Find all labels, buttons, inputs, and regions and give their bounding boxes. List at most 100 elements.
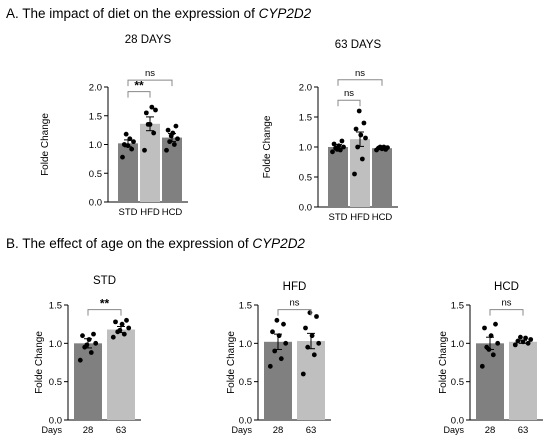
panel-1-x-tick-label-STD: STD xyxy=(119,207,138,218)
panel-3-bar-28 xyxy=(74,343,102,420)
panel-1-point-STD-0 xyxy=(120,154,125,160)
panel-4-bar-63 xyxy=(297,341,325,420)
panel-5-point-28-4 xyxy=(488,333,494,339)
panel-1-x-tick-label-HFD: HFD xyxy=(140,207,160,218)
panel-3-title: STD xyxy=(93,275,116,287)
panel-1-point-STD-1 xyxy=(129,146,135,152)
panel-2-point-HCD-4 xyxy=(385,145,390,151)
panel-3-x-tick-label-63: 63 xyxy=(116,425,127,436)
panel-1-bar-STD xyxy=(118,143,138,202)
panel-3-bar-63 xyxy=(107,329,135,420)
panel-4-y-tick-label-2: 1.0 xyxy=(239,339,252,350)
panel-4-point-28-5 xyxy=(270,329,275,335)
panel-1-point-STD-2 xyxy=(125,143,131,149)
panel-2-bar-STD xyxy=(328,147,348,207)
panel-2-y-tick-label-3: 1.5 xyxy=(299,113,312,124)
panel-3-y-axis-title: Folde Change xyxy=(34,331,45,394)
panel-2-x-tick-label-STD: STD xyxy=(329,212,348,223)
panel-2-title: 63 DAYS xyxy=(335,39,382,51)
panel-1-point-HCD-6 xyxy=(173,123,179,129)
panel-2-y-axis-title: Folde Change xyxy=(262,115,273,178)
panel-2-y-tick-label-2: 1.0 xyxy=(299,143,312,154)
panel-1-point-HCD-5 xyxy=(165,127,171,133)
panel-4-point-63-7 xyxy=(307,310,313,316)
panel-2-point-HFD-6 xyxy=(361,120,367,126)
panel-5-point-63-1 xyxy=(525,340,531,346)
panel-1-point-HCD-0 xyxy=(164,147,169,153)
panel-5-point-28-7 xyxy=(486,347,492,352)
panel-3-point-63-1 xyxy=(121,331,127,337)
panel-1-point-HCD-3 xyxy=(175,136,180,142)
panel-2-y-tick-label-1: 0.5 xyxy=(299,173,312,184)
panel-5-point-63-3 xyxy=(515,338,521,344)
panel-1-bracket-0 xyxy=(127,91,151,98)
panel-5-significance-0: ns xyxy=(501,298,511,309)
section-a-gene: CYP2D2 xyxy=(258,6,312,21)
panel-1-point-HFD-1 xyxy=(151,130,157,136)
panel-2-bar-HCD xyxy=(372,148,392,207)
panel-1-point-HFD-3 xyxy=(143,110,149,116)
panel-5-y-tick-label-3: 1.5 xyxy=(451,301,464,312)
panel-4-point-63-2 xyxy=(305,344,311,350)
panel-5-x-tick-label-63: 63 xyxy=(518,425,529,436)
panel-4-point-28-1 xyxy=(278,356,284,362)
panel-5-point-28-5 xyxy=(482,325,487,331)
panel-4-point-63-1 xyxy=(311,352,317,358)
panel-3-significance-0: ** xyxy=(100,297,110,311)
section-a-title-text: A. The impact of diet on the expression … xyxy=(6,6,259,21)
panel-5-point-28-0 xyxy=(479,363,485,369)
panel-5-point-63-6 xyxy=(518,334,523,340)
panel-2-significance-0: ns xyxy=(344,88,354,99)
panel-4-bracket-0 xyxy=(277,309,312,316)
panel-2-point-HFD-5 xyxy=(353,126,359,132)
panel-1-point-STD-4 xyxy=(131,139,136,145)
panel-3-point-63-0 xyxy=(110,334,116,340)
panel-5-bracket-0 xyxy=(489,309,524,316)
panel-3-point-63-3 xyxy=(126,325,132,331)
panel-4-y-axis-title: Folde Change xyxy=(226,331,237,394)
panel-3-x-axis-prefix: Days xyxy=(41,425,62,435)
panel-1-x-tick-label-HCD: HCD xyxy=(162,207,183,218)
panel-4-point-28-6 xyxy=(281,321,286,327)
panel-1-y-axis-title: Folde Change xyxy=(40,113,51,176)
panel-2-bracket-0 xyxy=(337,99,361,107)
panel-2-point-HFD-1 xyxy=(359,156,365,162)
panel-3-point-28-7 xyxy=(84,342,90,348)
panel-1-bar-HCD xyxy=(162,137,182,202)
panel-3-point-28-6 xyxy=(91,331,96,337)
panel-4-point-28-4 xyxy=(276,333,282,339)
panel-4-significance-0: ns xyxy=(289,298,299,309)
panel-4-point-63-6 xyxy=(314,314,319,319)
panel-2-y-tick-label-0: 0.0 xyxy=(299,203,312,214)
panel-1-y-tick-label-0: 0.0 xyxy=(89,198,102,209)
panel-4-x-tick-label-63: 63 xyxy=(306,425,317,436)
panel-1-point-HCD-1 xyxy=(171,142,177,147)
panel-2-point-STD-5 xyxy=(331,141,337,147)
panel-3-x-tick-label-28: 28 xyxy=(83,425,94,436)
panel-5-point-63-0 xyxy=(512,342,518,348)
panel-2-point-HFD-0 xyxy=(352,171,357,177)
panel-5-y-tick-label-1: 0.5 xyxy=(451,377,464,388)
panel-5-bar-28 xyxy=(476,343,504,420)
panel-4-y-tick-label-0: 0.0 xyxy=(239,416,252,427)
panel-1-bar-HFD xyxy=(140,123,160,202)
panel-4-x-tick-label-28: 28 xyxy=(273,425,284,436)
panel-5-bar-63 xyxy=(509,341,537,420)
panel-2-point-STD-4 xyxy=(336,143,342,149)
panel-2-bar-HFD xyxy=(350,139,370,207)
panel-4-point-28-0 xyxy=(267,363,273,369)
panel-5-y-axis-title: Folde Change xyxy=(438,331,449,394)
panel-3-y-tick-label-1: 0.5 xyxy=(49,377,62,388)
panel-2-point-HFD-7 xyxy=(356,108,362,114)
panel-2-point-STD-6 xyxy=(339,138,345,144)
panel-5-point-28-1 xyxy=(490,352,496,358)
panel-3-point-63-7 xyxy=(117,327,123,333)
panel-4-y-tick-label-1: 0.5 xyxy=(239,377,252,388)
panel-1-y-tick-label-1: 0.5 xyxy=(89,169,102,180)
panel-1-point-HFD-4 xyxy=(153,107,158,113)
panel-1-point-HCD-7 xyxy=(168,133,174,139)
panel-3-point-28-1 xyxy=(88,350,94,355)
panel-2-point-HFD-2 xyxy=(355,144,361,150)
panel-5-x-axis-prefix: Days xyxy=(443,425,464,435)
panel-4-y-tick-label-3: 1.5 xyxy=(239,301,252,312)
